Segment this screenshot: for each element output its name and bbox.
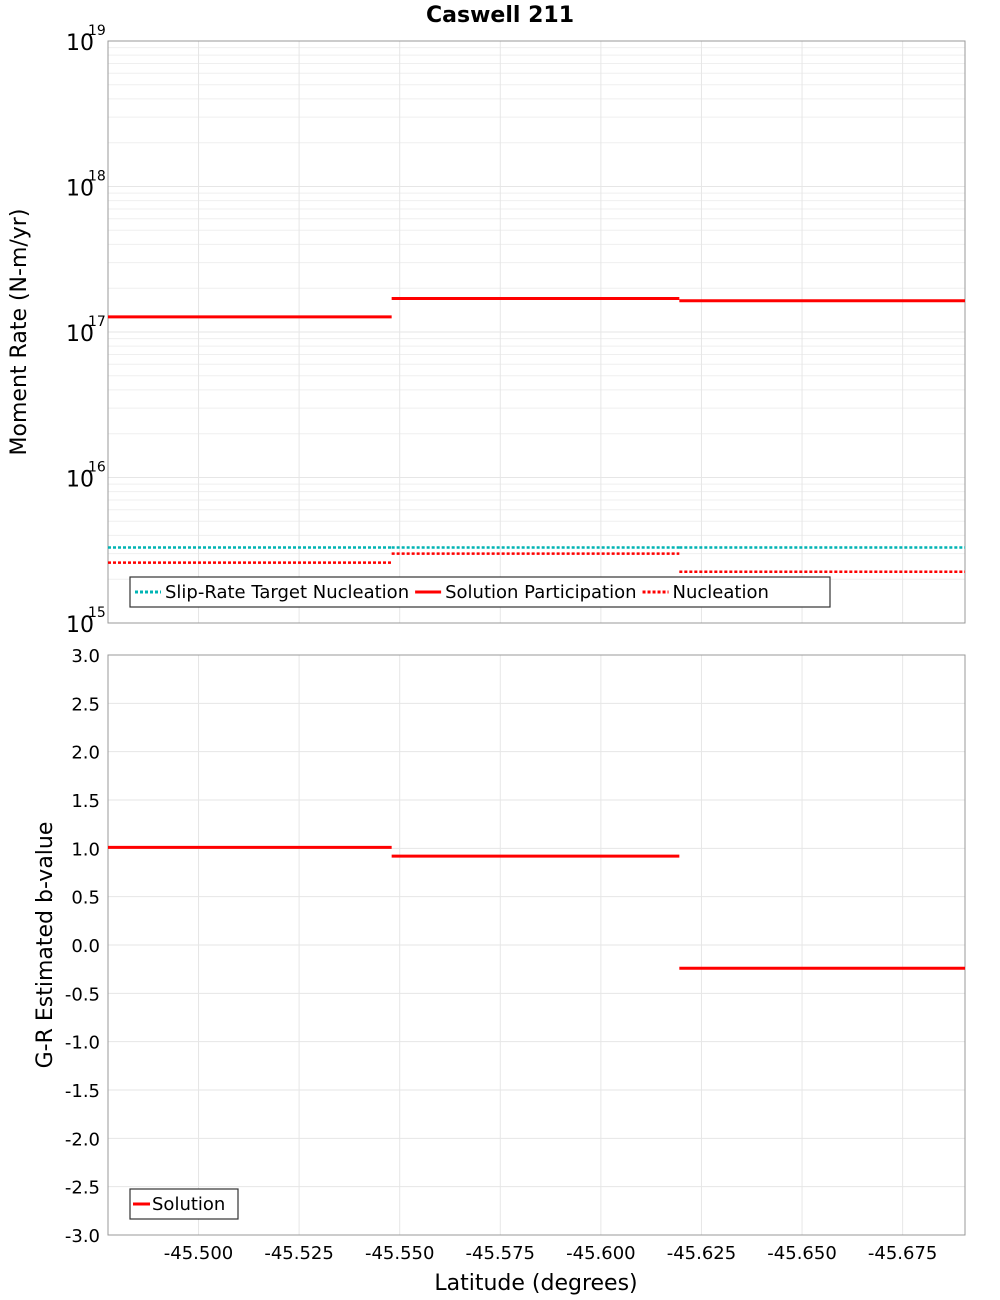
top-y-tick-exponent: 18 [88,169,106,185]
bottom-y-tick-label: -0.5 [65,984,100,1005]
top-plot-grid [108,41,965,624]
bottom-y-tick-label: 2.5 [71,694,100,715]
bottom-y-tick-label: 0.0 [71,936,100,957]
top-y-axis-label: Moment Rate (N-m/yr) [7,209,32,456]
bottom-plot-grid [108,654,965,1236]
top-y-tick-label: 10 [66,31,94,56]
x-tick-label: -45.550 [365,1243,434,1264]
bottom-y-tick-label: -2.5 [65,1178,100,1199]
bottom-y-tick-label: -1.5 [65,1081,100,1102]
chart-title: Caswell 211 [426,3,574,28]
top-legend-label: Solution Participation [445,582,636,603]
top-legend: Slip-Rate Target Nucleation Solution Part… [129,576,831,608]
top-y-tick-label: 10 [66,613,94,638]
bottom-plot-series [108,845,965,970]
bottom-y-tick-label: 1.0 [71,839,100,860]
top-y-tick-exponent: 15 [88,605,106,621]
top-legend-label: Nucleation [673,582,769,603]
x-tick-label: -45.650 [767,1243,836,1264]
x-tick-label: -45.575 [466,1243,535,1264]
bottom-y-tick-label: -3.0 [65,1226,100,1247]
bottom-plot-area [107,654,966,1236]
top-plot-series [108,296,965,574]
top-y-tick-label: 10 [66,468,94,493]
top-legend-box [129,576,831,608]
x-tick-label: -45.675 [868,1243,937,1264]
x-axis-label: Latitude (degrees) [434,1271,637,1296]
x-tick-label: -45.600 [566,1243,635,1264]
bottom-y-tick-label: 0.5 [71,888,100,909]
top-y-tick-exponent: 17 [88,314,106,330]
top-y-tick-exponent: 19 [88,23,106,39]
top-y-tick-label: 10 [66,322,94,347]
bottom-y-axis-label: G-R Estimated b-value [33,822,58,1069]
bottom-y-tick-label: 3.0 [71,646,100,667]
x-tick-label: -45.500 [164,1243,233,1264]
bottom-legend-box [129,1188,239,1220]
bottom-y-tick-label: -1.0 [65,1033,100,1054]
top-plot-area [107,40,966,624]
bottom-y-tick-label: 2.0 [71,743,100,764]
bottom-y-tick-label: -2.0 [65,1129,100,1150]
top-legend-label: Slip-Rate Target Nucleation [165,582,409,603]
bottom-legend: Solution [129,1188,239,1220]
bottom-y-tick-label: 1.5 [71,791,100,812]
x-tick-label: -45.525 [264,1243,333,1264]
top-y-tick-label: 10 [66,177,94,202]
bottom-x-ticks: -45.500 -45.525 -45.550 -45.575 -45.600 -45.6… [164,1243,938,1264]
top-y-tick-exponent: 16 [88,460,106,476]
bottom-legend-label: Solution [152,1194,225,1215]
bottom-y-ticks: 3.0 2.5 2.0 1.5 1.0 0.5 0.0 -0.5 -1.0 -1.5 -2.0 -2.… [65,646,100,1247]
x-tick-label: -45.625 [667,1243,736,1264]
